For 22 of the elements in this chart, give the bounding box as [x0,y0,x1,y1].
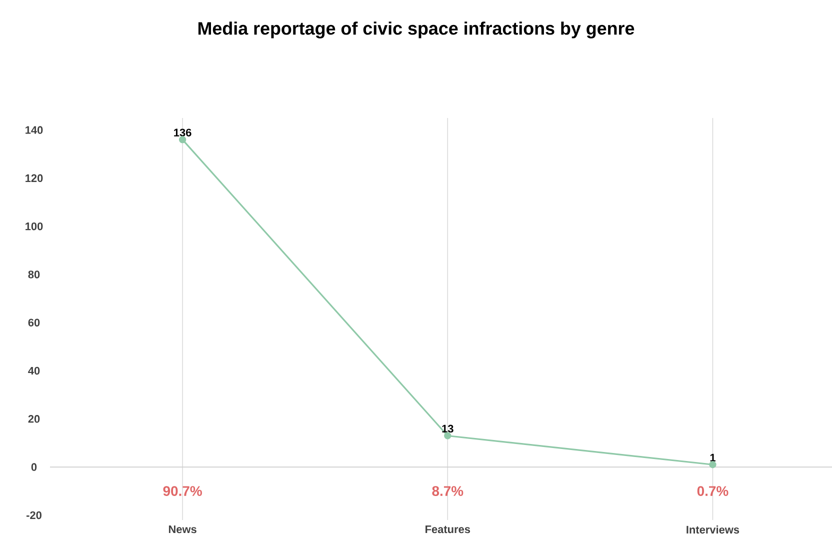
y-tick-label: 140 [26,126,43,134]
y-tick-label: 0 [31,463,37,471]
y-tick-label: 80 [28,270,40,278]
point [444,432,452,440]
data-label: 136 [174,128,192,136]
data-label: 1 [710,454,716,462]
x-tick-label: Interviews [686,526,740,534]
y-tick-label: 60 [28,318,40,326]
chart-title: Media reportage of civic space infractions by genre [198,22,634,38]
x-tick-label: Features [426,526,470,534]
y-tick-label: 120 [26,174,43,182]
x-tick-label: News [168,526,196,534]
point [178,136,186,144]
annotation: 90.7% [163,486,202,496]
y-tick-label: 40 [28,366,40,375]
data-label: 13 [442,424,454,433]
point [709,461,716,468]
y-tick-label: 100 [26,222,43,230]
y-tick-label: -20 [26,511,42,520]
annotation: 0.7% [697,486,728,496]
y-tick-label: 20 [28,415,40,423]
annotation: 8.7% [432,486,464,496]
